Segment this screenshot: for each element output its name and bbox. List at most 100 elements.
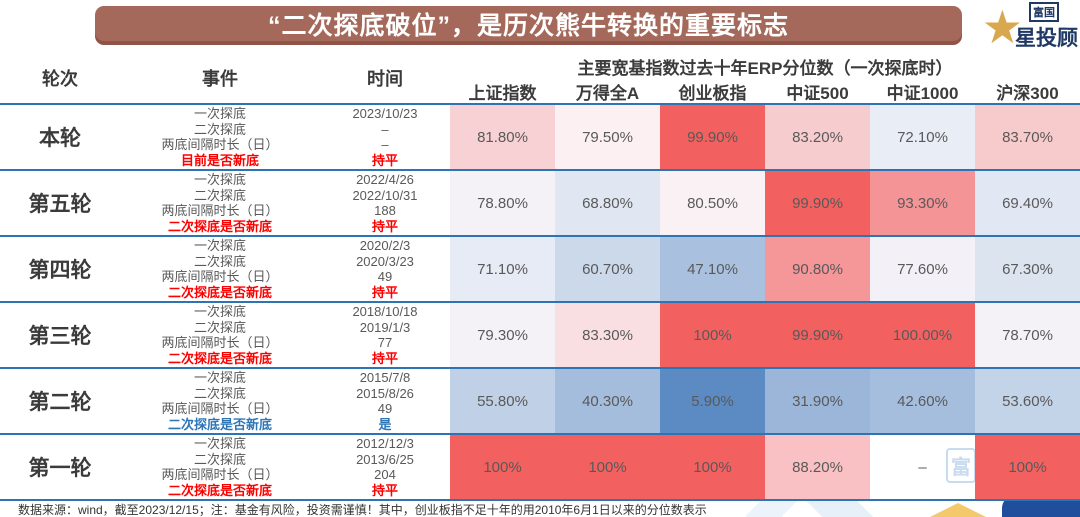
page-title: “二次探底破位”，是历次熊牛转换的重要标志 [267,11,789,40]
watermark-gold-triangle-icon [930,503,986,517]
heatmap-cell: 99.90% [765,171,870,235]
header-span-title: 主要宽基指数过去十年ERP分位数（一次探底时） [577,59,953,78]
header-index-windall: 万得全A [575,84,640,103]
heatmap-cell: 83.20% [765,105,870,169]
event-line: 一次探底 [193,238,246,253]
time-values: 2023/10/23 – – 持平 [320,105,450,169]
round-label: 第一轮 [28,457,92,480]
heatmap-cell: 53.60% [975,369,1080,433]
heatmap-cell: 69.40% [975,171,1080,235]
heatmap-cell: 100% [450,435,555,499]
table-row: 第一轮 一次探底 二次探底 两底间隔时长（日） 二次探底是否新底 2012/12… [0,433,1080,501]
time-line: 2020/3/23 [356,253,414,269]
brand-text: 富国 星投顾 [1015,2,1078,52]
event-flag-line: 二次探底是否新底 [167,218,272,234]
header-time: 时间 [367,69,403,89]
event-line: 两底间隔时长（日） [161,467,279,482]
heatmap-cell: 88.20% [765,435,870,499]
time-line: 77 [377,335,393,350]
event-flag-line: 二次探底是否新底 [167,482,272,498]
heatmap-cell: 78.70% [975,303,1080,367]
event-line: 两底间隔时长（日） [161,137,279,152]
time-flag-line: 持平 [371,152,398,168]
event-labels: 一次探底 二次探底 两底间隔时长（日） 二次探底是否新底 [120,435,320,499]
event-flag-line: 二次探底是否新底 [167,416,272,432]
table-row: 第三轮 一次探底 二次探底 两底间隔时长（日） 二次探底是否新底 2018/10… [0,301,1080,367]
heatmap-cell: 77.60% [870,237,975,301]
time-line: 188 [374,203,396,218]
heatmap-cell: 83.30% [555,303,660,367]
time-values: 2015/7/8 2015/8/26 49 是 [320,369,450,433]
heatmap-cell: 68.80% [555,171,660,235]
heatmap-cell: – [918,458,927,476]
event-line: 二次探底 [193,319,246,335]
heatmap-cell: 72.10% [870,105,975,169]
heatmap-cell: 78.80% [450,171,555,235]
event-flag-line: 二次探底是否新底 [167,350,272,366]
heatmap-cell: 42.60% [870,369,975,433]
table-header: 轮次 事件 时间 主要宽基指数过去十年ERP分位数（一次探底时） 上证指数 万得… [0,53,1080,103]
heatmap-cell: 67.30% [975,237,1080,301]
time-line: 2015/7/8 [359,370,411,385]
event-line: 两底间隔时长（日） [161,203,279,218]
time-flag-line: 持平 [371,350,398,366]
time-values: 2020/2/3 2020/3/23 49 持平 [320,237,450,301]
event-line: 一次探底 [193,436,246,451]
time-line: 2023/10/23 [352,106,418,121]
event-line: 二次探底 [193,253,246,269]
title-banner: “二次探底破位”，是历次熊牛转换的重要标志 [95,6,962,41]
heatmap-cell: 90.80% [765,237,870,301]
brand-name-main: 星投顾 [1015,27,1078,50]
event-labels: 一次探底 二次探底 两底间隔时长（日） 目前是否新底 [120,105,320,169]
time-line: 49 [377,401,393,416]
event-line: 二次探底 [193,385,246,401]
event-line: 二次探底 [193,187,246,203]
heatmap-cell: 100% [555,435,660,499]
time-flag-line: 持平 [371,482,398,498]
heatmap-cell: 83.70% [975,105,1080,169]
table-row: 第五轮 一次探底 二次探底 两底间隔时长（日） 二次探底是否新底 2022/4/… [0,169,1080,235]
event-line: 一次探底 [193,172,246,187]
time-line: 2013/6/25 [356,451,414,467]
heatmap-cell: 100.00% [870,303,975,367]
event-line: 两底间隔时长（日） [161,269,279,284]
event-line: 一次探底 [193,106,246,121]
heatmap-cell: 55.80% [450,369,555,433]
event-line: 一次探底 [193,304,246,319]
time-flag-line: 持平 [371,284,398,300]
heatmap-cell: 81.80% [450,105,555,169]
heatmap-cell: 79.50% [555,105,660,169]
time-values: 2012/12/3 2013/6/25 204 持平 [320,435,450,499]
event-labels: 一次探底 二次探底 两底间隔时长（日） 二次探底是否新底 [120,237,320,301]
time-line: 2018/10/18 [352,304,418,319]
heatmap-cell: 47.10% [660,237,765,301]
event-labels: 一次探底 二次探底 两底间隔时长（日） 二次探底是否新底 [120,171,320,235]
header-event: 事件 [202,69,238,89]
round-label: 本轮 [39,127,81,150]
header-index-csi1000: 中证1000 [886,84,959,103]
heatmap-cell: 99.90% [765,303,870,367]
heatmap-cell: 31.90% [765,369,870,433]
heatmap-cell: 79.30% [450,303,555,367]
time-flag-line: 是 [378,416,392,432]
header-index-hs300: 沪深300 [996,84,1059,103]
event-labels: 一次探底 二次探底 两底间隔时长（日） 二次探底是否新底 [120,303,320,367]
round-label: 第三轮 [28,325,92,348]
heatmap-cell: 99.90% [660,105,765,169]
round-label: 第四轮 [28,259,92,282]
time-line: 49 [377,269,393,284]
time-line: 2022/4/26 [356,172,414,187]
time-values: 2018/10/18 2019/1/3 77 持平 [320,303,450,367]
event-line: 两底间隔时长（日） [161,401,279,416]
footnote: 数据来源：wind，截至2023/12/15；注：基金有风险，投资需谨慎！其中，… [18,503,707,517]
event-flag-line: 目前是否新底 [180,152,259,168]
heatmap-cell: 40.30% [555,369,660,433]
header-round: 轮次 [42,69,78,89]
header-index-chinext: 创业板指 [678,84,747,103]
heatmap-cell: 100% [660,435,765,499]
event-line: 二次探底 [193,451,246,467]
round-label: 第五轮 [28,193,92,216]
heatmap-cell: 100% [660,303,765,367]
time-line: – [381,121,389,137]
